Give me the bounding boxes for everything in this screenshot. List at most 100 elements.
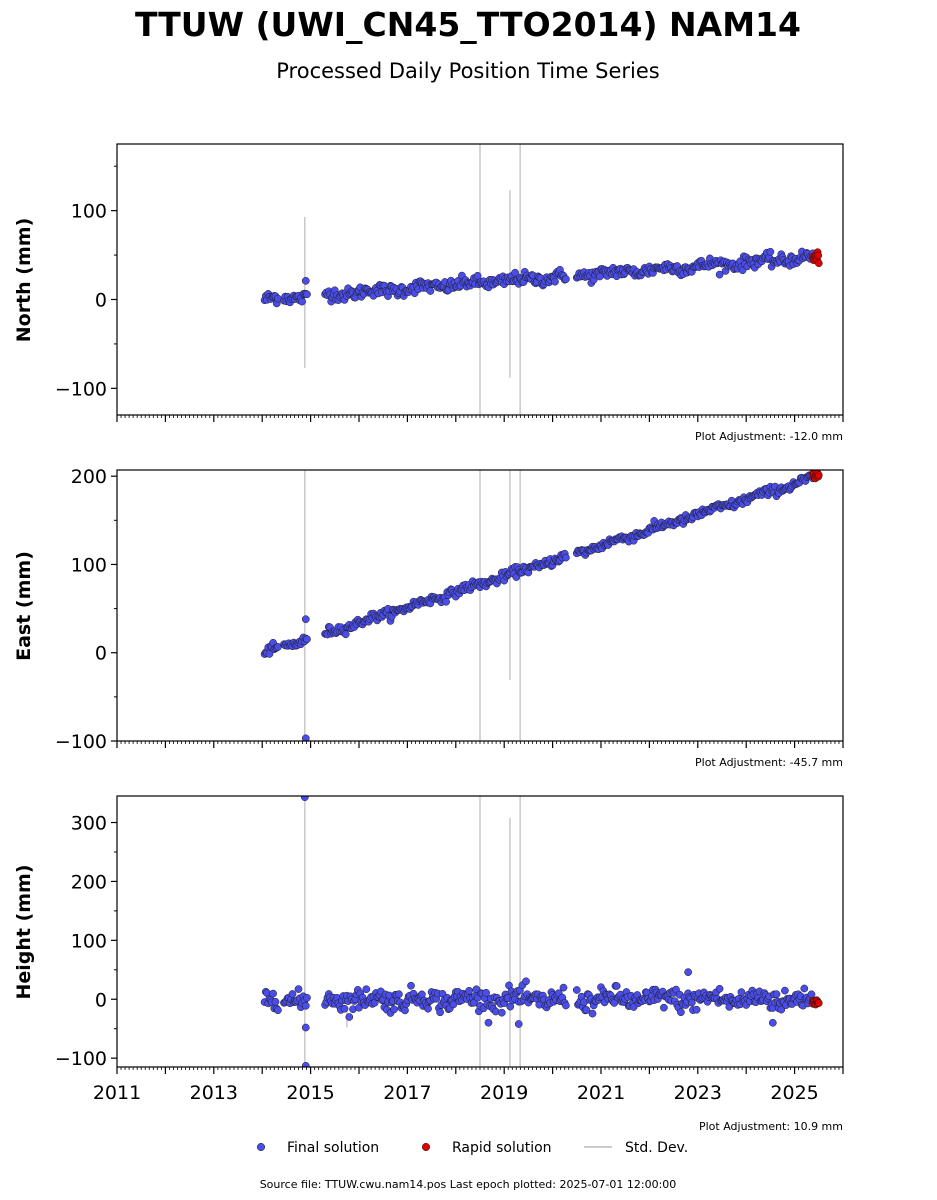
height-final-point <box>271 997 280 1006</box>
height-final-point <box>715 984 724 993</box>
x-tick-label: 2015 <box>286 1082 334 1104</box>
legend: Final solution Rapid solution Std. Dev. <box>256 1140 688 1156</box>
height-final-point <box>692 1005 701 1014</box>
x-tick-label: 2019 <box>480 1082 528 1104</box>
north-final-point <box>511 268 519 277</box>
height-final-point <box>449 1000 458 1009</box>
east-final-point <box>442 597 450 606</box>
height-final-point <box>582 1006 591 1014</box>
height-final-point <box>424 1004 432 1013</box>
height-final-point <box>345 1013 354 1021</box>
height-y-tick-label: 300 <box>71 813 107 835</box>
east-outlier-point <box>301 615 310 624</box>
height-final-point <box>294 985 303 993</box>
north-axis-label: North (mm) <box>13 218 35 343</box>
north-rapid-point <box>814 259 823 268</box>
height-final-point <box>390 1005 398 1014</box>
height-y-tick-label: 0 <box>95 989 107 1011</box>
x-tick-label: 2017 <box>383 1082 431 1104</box>
height-final-point <box>274 1006 282 1015</box>
height-final-point <box>800 984 809 993</box>
east-final-point <box>562 553 570 562</box>
x-tick-label: 2023 <box>674 1082 722 1104</box>
legend-final-marker <box>256 1142 266 1152</box>
height-final-point <box>401 1006 409 1015</box>
height-final-point <box>772 990 781 999</box>
height-final-point <box>407 981 415 990</box>
height-final-point <box>687 998 696 1007</box>
east-plot-area <box>260 470 823 741</box>
north-rapid-point <box>814 251 823 260</box>
east-final-point <box>303 635 311 644</box>
height-final-point <box>572 986 581 994</box>
east-y-tick-label: −100 <box>55 731 107 753</box>
height-outlier-point <box>768 1018 777 1027</box>
north-outlier-point <box>301 276 310 285</box>
height-rapid-point <box>814 999 823 1007</box>
east-y-tick-label: 100 <box>71 554 107 576</box>
height-plot-area <box>260 796 823 1067</box>
height-final-point <box>522 977 530 986</box>
source-note: Source file: TTUW.cwu.nam14.pos Last epo… <box>260 1178 677 1191</box>
height-axis-label: Height (mm) <box>13 864 35 999</box>
east-y-tick-label: 0 <box>95 643 107 665</box>
height-final-point <box>362 985 371 994</box>
height-final-point <box>465 986 473 995</box>
height-panel: −100 0 100 200 300 2011 2013 2015 2017 2019 2021 20… <box>55 795 844 1104</box>
east-final-point <box>265 650 274 658</box>
height-outlier-point <box>301 1023 310 1032</box>
east-rapid-point <box>814 471 823 479</box>
x-tick-label: 2021 <box>577 1082 625 1104</box>
height-final-point <box>482 988 490 997</box>
height-final-point <box>588 1009 597 1018</box>
height-final-point <box>562 1001 570 1010</box>
height-final-point <box>610 999 619 1007</box>
north-final-point <box>551 277 559 286</box>
height-final-point <box>737 988 746 996</box>
east-final-point <box>341 630 350 639</box>
north-final-point <box>715 270 724 279</box>
height-outlier-point <box>301 1061 310 1067</box>
height-plot-adjustment: Plot Adjustment: 10.9 mm <box>699 1120 843 1133</box>
chart-subtitle: Processed Daily Position Time Series <box>276 59 660 83</box>
height-final-point <box>301 1001 310 1010</box>
legend-rapid-marker <box>421 1142 431 1152</box>
east-axis-label: East (mm) <box>13 551 35 661</box>
north-y-tick-label: 0 <box>95 289 107 311</box>
x-tick-label: 2025 <box>770 1082 818 1104</box>
x-tick-label: 2013 <box>190 1082 238 1104</box>
height-outlier-point <box>684 968 692 977</box>
height-final-point <box>484 1018 493 1027</box>
height-final-point <box>395 990 403 999</box>
east-panel: −100 0 100 200 <box>55 466 844 753</box>
height-final-point <box>559 983 568 992</box>
height-final-point <box>288 990 297 998</box>
height-final-point <box>340 1004 349 1013</box>
east-outlier-point <box>301 734 310 741</box>
chart-title: TTUW (UWI_CN45_TTO2014) NAM14 <box>135 5 801 44</box>
east-plot-adjustment: Plot Adjustment: -45.7 mm <box>695 756 843 769</box>
height-final-point <box>497 1008 506 1017</box>
x-tick-label: 2011 <box>93 1082 141 1104</box>
north-plot-adjustment: Plot Adjustment: -12.0 mm <box>695 430 843 443</box>
height-y-tick-label: 200 <box>71 871 107 893</box>
height-outlier-point <box>514 1020 523 1028</box>
north-final-point <box>766 247 775 256</box>
height-y-tick-label: −100 <box>55 1048 107 1070</box>
north-y-tick-label: 100 <box>71 201 107 223</box>
legend-final-label: Final solution <box>287 1140 379 1156</box>
height-final-point <box>436 1008 444 1017</box>
height-outlier-point <box>300 796 309 802</box>
east-y-tick-label: 200 <box>71 466 107 488</box>
north-final-point <box>562 275 570 283</box>
height-final-point <box>269 989 277 998</box>
north-final-point <box>426 287 435 295</box>
height-final-point <box>677 1008 685 1017</box>
legend-rapid-label: Rapid solution <box>452 1140 552 1156</box>
north-final-point <box>303 290 311 299</box>
north-y-tick-label: −100 <box>55 378 107 400</box>
height-final-point <box>612 982 621 990</box>
north-final-point <box>473 271 482 280</box>
height-final-point <box>660 1003 668 1012</box>
